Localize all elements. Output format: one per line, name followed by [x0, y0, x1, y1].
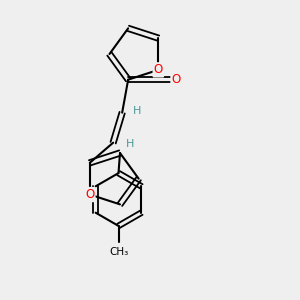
Text: H: H — [133, 106, 141, 116]
Text: O: O — [172, 73, 181, 86]
Text: O: O — [154, 63, 163, 76]
Text: CH₃: CH₃ — [109, 248, 128, 257]
Text: O: O — [85, 188, 94, 201]
Text: H: H — [125, 139, 134, 149]
